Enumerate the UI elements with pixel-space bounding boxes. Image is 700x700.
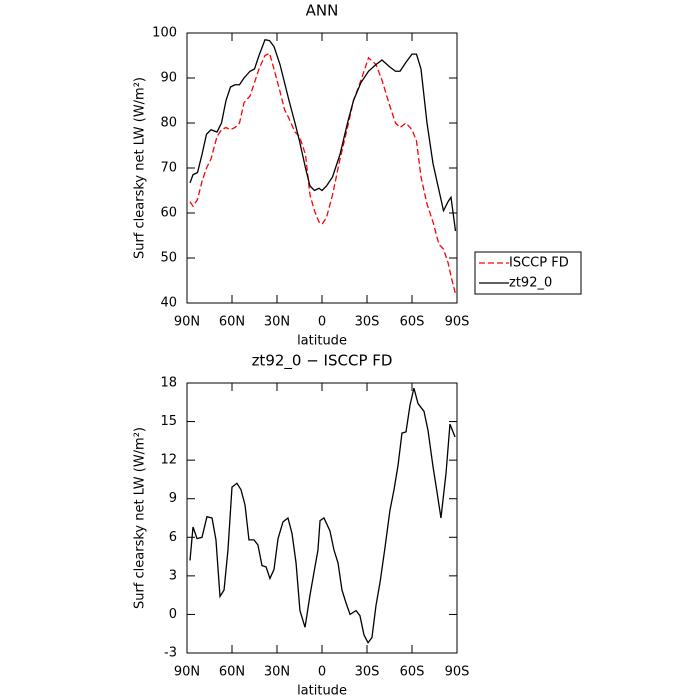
legend-label: zt92_0 [509, 276, 552, 291]
y-tick-label: -3 [164, 646, 177, 661]
data-line [189, 387, 456, 644]
y-axis-label: Surf clearsky net LW (W/m²) [133, 77, 148, 259]
plot-frame [186, 382, 458, 654]
x-axis-label: latitude [297, 334, 347, 349]
y-axis-label: Surf clearsky net LW (W/m²) [133, 427, 148, 609]
x-tick-label: 60S [400, 665, 425, 680]
x-tick-label: 90N [174, 665, 200, 680]
y-tick-label: 3 [169, 568, 177, 583]
x-tick-label: 60N [219, 315, 245, 330]
x-tick-label: 0 [318, 665, 326, 680]
x-tick-label: 30S [355, 665, 380, 680]
x-tick-label: 60N [219, 665, 245, 680]
y-tick-label: 60 [160, 206, 177, 221]
x-axis-label: latitude [297, 684, 347, 699]
y-tick-label: 40 [160, 296, 177, 311]
plot-frame [186, 32, 458, 304]
data-line [189, 52, 457, 295]
y-tick-label: 12 [160, 453, 177, 468]
y-tick-label: 6 [169, 530, 177, 545]
y-tick-label: 90 [160, 71, 177, 86]
x-tick-label: 60S [400, 315, 425, 330]
x-tick-label: 90N [174, 315, 200, 330]
chart-title: ANN [306, 2, 339, 20]
x-tick-label: 0 [318, 315, 326, 330]
x-tick-label: 30S [355, 315, 380, 330]
y-tick-label: 70 [160, 161, 177, 176]
y-tick-label: 18 [160, 376, 177, 391]
x-tick-label: 90S [445, 315, 470, 330]
legend-label: ISCCP FD [509, 256, 569, 271]
y-tick-label: 50 [160, 251, 177, 266]
chart-title: zt92_0 − ISCCP FD [252, 352, 393, 371]
y-tick-label: 15 [160, 414, 177, 429]
y-tick-label: 80 [160, 116, 177, 131]
y-tick-label: 0 [169, 607, 177, 622]
x-tick-label: 30N [264, 665, 290, 680]
legend-box [474, 251, 582, 295]
y-tick-label: 9 [169, 491, 177, 506]
x-tick-label: 90S [445, 665, 470, 680]
x-tick-label: 30N [264, 315, 290, 330]
data-line [189, 39, 457, 232]
y-tick-label: 100 [152, 26, 177, 41]
